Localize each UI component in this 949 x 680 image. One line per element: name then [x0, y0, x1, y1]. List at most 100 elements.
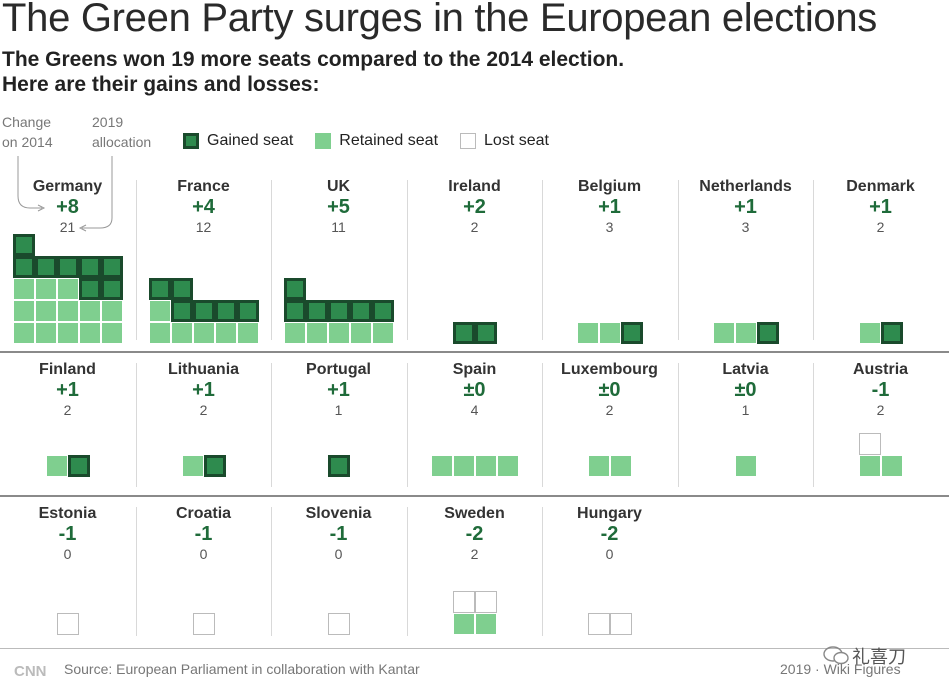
seat-allocation: 1 — [334, 402, 343, 418]
gained-seat — [68, 455, 90, 477]
country-panel: Sweden -2 2 — [407, 503, 542, 642]
country-panel: Germany +8 21 — [0, 176, 135, 346]
country-name: Finland — [39, 361, 96, 378]
country-panel: Belgium +1 3 — [542, 176, 677, 346]
country-name: Lithuania — [167, 361, 240, 378]
retained-seat — [859, 455, 881, 477]
seat-change: -1 — [871, 379, 890, 401]
seat-change: -2 — [465, 523, 484, 545]
seat-change: ±0 — [734, 379, 757, 401]
retained-seat — [306, 322, 328, 344]
legend-lost: Lost seat — [460, 132, 549, 150]
seat-allocation: 2 — [470, 219, 479, 235]
country-name: UK — [326, 178, 351, 195]
country-name: Denmark — [846, 178, 915, 195]
gained-seat — [475, 322, 497, 344]
seat-change: -2 — [600, 523, 619, 545]
retained-seat — [57, 322, 79, 344]
gained-seat — [328, 300, 350, 322]
gained-seat — [350, 300, 372, 322]
country-panel: Hungary -2 0 — [542, 503, 677, 642]
gained-seat — [171, 278, 193, 300]
retained-seat — [372, 322, 394, 344]
gained-seat-swatch — [183, 133, 199, 149]
legend-gained-label: Gained seat — [207, 132, 294, 149]
retained-seat — [431, 455, 453, 477]
footer: CNN Source: European Parliament in colla… — [0, 646, 949, 680]
column-divider — [407, 507, 408, 636]
retained-seat — [79, 322, 101, 344]
seat-allocation: 2 — [199, 402, 208, 418]
country-name: Spain — [452, 361, 497, 378]
country-name: Netherlands — [699, 178, 792, 195]
gained-seat — [453, 322, 475, 344]
retained-seat — [859, 322, 881, 344]
country-panel: Austria -1 2 — [813, 359, 948, 493]
column-divider — [542, 363, 543, 487]
retained-seat — [149, 322, 171, 344]
lost-seat — [57, 613, 79, 635]
country-panel: UK +5 11 — [271, 176, 406, 346]
country-panel: Ireland +2 2 — [407, 176, 542, 346]
column-divider — [678, 180, 679, 340]
country-name: Ireland — [448, 178, 501, 195]
country-panel: Slovenia -1 0 — [271, 503, 406, 642]
gained-seat — [171, 300, 193, 322]
retained-seat — [237, 322, 259, 344]
gained-seat — [193, 300, 215, 322]
lost-seat — [588, 613, 610, 635]
seat-change: +2 — [463, 196, 486, 218]
gained-seat — [79, 256, 101, 278]
country-name: Sweden — [444, 505, 505, 522]
retained-seat — [588, 455, 610, 477]
column-divider — [813, 180, 814, 340]
country-panel: Spain ±0 4 — [407, 359, 542, 493]
seat-allocation: 0 — [605, 546, 614, 562]
country-panel: Finland +1 2 — [0, 359, 135, 493]
gained-seat — [621, 322, 643, 344]
country-name: France — [177, 178, 230, 195]
chart-title: The Green Party surges in the European e… — [2, 0, 877, 40]
chart-subtitle: The Greens won 19 more seats compared to… — [2, 47, 624, 97]
seat-change: -1 — [58, 523, 77, 545]
retained-seat — [610, 455, 632, 477]
seat-change: +8 — [56, 196, 79, 218]
retained-seat — [215, 322, 237, 344]
seat-allocation: 2 — [876, 219, 885, 235]
watermark-text: 礼喜刀 — [852, 647, 906, 667]
lost-seat — [859, 433, 881, 455]
row-divider — [0, 495, 949, 497]
country-name: Germany — [32, 178, 103, 195]
country-name: Slovenia — [305, 505, 372, 522]
gained-seat — [35, 256, 57, 278]
retained-seat-swatch — [315, 133, 332, 149]
legend-retained-label: Retained seat — [339, 132, 439, 149]
country-name: Croatia — [175, 505, 232, 522]
seat-change: +1 — [192, 379, 215, 401]
seat-change: +1 — [869, 196, 892, 218]
column-divider — [678, 363, 679, 487]
seat-change: -1 — [329, 523, 348, 545]
gained-seat — [284, 278, 306, 300]
retained-seat — [35, 278, 57, 300]
seat-allocation: 3 — [605, 219, 614, 235]
gained-seat — [57, 256, 79, 278]
seat-allocation: 3 — [741, 219, 750, 235]
country-panel: Portugal +1 1 — [271, 359, 406, 493]
column-divider — [542, 180, 543, 340]
retained-seat — [497, 455, 519, 477]
retained-seat — [57, 278, 79, 300]
lost-seat — [328, 613, 350, 635]
source-note: Source: European Parliament in collabora… — [64, 661, 420, 677]
credit-note: 2019 · Wiki Figures — [780, 661, 901, 677]
column-divider — [136, 507, 137, 636]
retained-seat — [328, 322, 350, 344]
retained-seat — [149, 300, 171, 322]
retained-seat — [13, 322, 35, 344]
legend: Gained seat Retained seat Lost seat — [183, 130, 571, 152]
lost-seat — [610, 613, 632, 635]
column-divider — [542, 507, 543, 636]
country-name: Estonia — [38, 505, 97, 522]
country-panel: Denmark +1 2 — [813, 176, 948, 346]
seat-change: +5 — [327, 196, 350, 218]
